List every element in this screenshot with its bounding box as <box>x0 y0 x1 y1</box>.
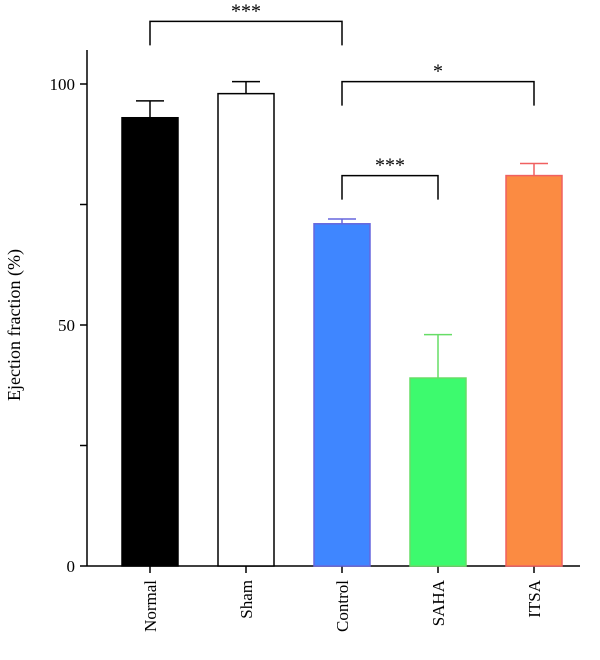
significance-bracket <box>341 80 535 106</box>
x-axis: Normal Sham Control SAHA ITSA <box>87 565 580 632</box>
x-tick-label: Sham <box>237 580 256 619</box>
significance-label: *** <box>231 0 261 22</box>
bar-sham <box>217 92 275 567</box>
y-axis-label: Ejection fraction (%) <box>4 249 25 401</box>
bar-control <box>313 223 371 567</box>
bars <box>121 92 563 567</box>
bar-saha <box>409 377 467 567</box>
significance-label: *** <box>375 155 405 177</box>
error-bars <box>136 80 548 379</box>
y-axis: 0 50 100 <box>50 50 88 576</box>
bar-itsa <box>505 174 563 567</box>
significance-bracket <box>341 174 439 200</box>
significance-bracket <box>149 20 343 46</box>
y-tick-label: 0 <box>67 557 76 576</box>
significance-brackets: ******* <box>149 0 535 200</box>
significance-label: * <box>433 61 443 83</box>
x-tick-label: ITSA <box>525 579 544 618</box>
y-tick-label: 100 <box>50 75 76 94</box>
bar-normal <box>121 116 179 567</box>
x-tick-label: Normal <box>141 580 160 632</box>
x-tick-label: SAHA <box>429 579 448 626</box>
y-tick-label: 50 <box>58 316 75 335</box>
x-tick-label: Control <box>333 580 352 632</box>
